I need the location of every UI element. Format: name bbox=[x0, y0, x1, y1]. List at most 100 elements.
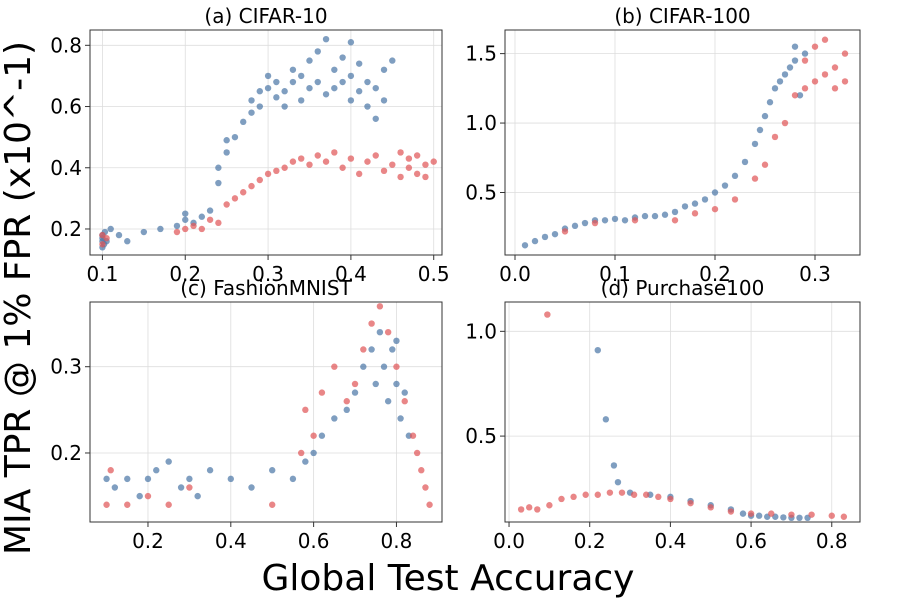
panel-1-red-point bbox=[240, 189, 247, 196]
panel-2-red-point bbox=[751, 175, 759, 182]
panel-2-red-point bbox=[671, 217, 679, 224]
global-y-label: MIA TPR @ 1% FPR (x10^-1) bbox=[0, 41, 39, 555]
panel-2-title: (b) CIFAR-100 bbox=[614, 4, 750, 28]
panel-4-x-tick-label: 0.8 bbox=[816, 529, 848, 553]
panel-2-red-point bbox=[781, 119, 789, 127]
panel-4-red-point bbox=[570, 493, 577, 501]
panel-1-red-point bbox=[314, 152, 321, 159]
panel-3-red-point bbox=[384, 328, 392, 336]
panel-4-blue-point bbox=[602, 416, 610, 423]
panel-1-y-tick-label: 0.4 bbox=[50, 156, 82, 180]
panel-3-blue-point bbox=[360, 363, 367, 370]
panel-3-blue-point bbox=[331, 415, 338, 422]
panel-2-blue-point bbox=[776, 78, 784, 85]
panel-1-blue-point bbox=[248, 97, 255, 104]
panel-3-red-point bbox=[401, 398, 408, 405]
panel-4-red-point bbox=[534, 506, 541, 513]
panel-2-x-tick-label: 0.0 bbox=[499, 262, 531, 286]
panel-2-red-point bbox=[731, 196, 739, 203]
panel-4-y-tick-label: 1.0 bbox=[465, 319, 497, 343]
panel-3-blue-point bbox=[103, 475, 110, 483]
panel-2-red-point bbox=[631, 217, 639, 224]
panel-1-red-point bbox=[198, 225, 206, 233]
panel-3: 0.2 0.4 0.6 0.8 0.2 0.3 (c) FashionMNIST bbox=[50, 276, 443, 553]
panel-2-x-tick-label: 0.1 bbox=[599, 262, 631, 286]
panel-1-x-tick-label: 0.3 bbox=[252, 262, 284, 286]
panel-3-blue-point bbox=[186, 475, 193, 483]
panel-3-blue-point bbox=[310, 449, 317, 457]
panel-2-red-point bbox=[821, 71, 829, 78]
panel-2-blue-point bbox=[691, 200, 699, 207]
panel-1-title: (a) CIFAR-10 bbox=[204, 4, 327, 28]
panel-4-red-point bbox=[727, 508, 735, 515]
panel-1-red-point bbox=[256, 176, 263, 184]
panel-2-red-point bbox=[831, 85, 839, 92]
panel-1-blue-point bbox=[206, 207, 214, 214]
panel-1-blue-point bbox=[314, 48, 321, 55]
panel-1-blue-point bbox=[364, 103, 371, 110]
panel-3-y-tick-label: 0.2 bbox=[50, 441, 82, 465]
panel-4-blue-point bbox=[610, 462, 618, 469]
panel-1-blue-point bbox=[182, 216, 189, 223]
panel-1-blue-point bbox=[223, 137, 230, 144]
panel-3-blue-point bbox=[397, 415, 404, 422]
panel-2-blue-point bbox=[761, 112, 769, 120]
panel-1-blue-point bbox=[124, 238, 131, 245]
panel-3-x-tick-label: 0.4 bbox=[215, 529, 247, 553]
panel-4-red-point bbox=[788, 511, 795, 518]
panel-2-blue-point bbox=[741, 158, 749, 166]
panel-1-blue-point bbox=[339, 78, 346, 86]
panel-1-red-point bbox=[380, 167, 388, 175]
panel-1-red-point bbox=[372, 152, 379, 159]
panel-1-red-point bbox=[355, 170, 363, 178]
panel-2-blue-point bbox=[581, 219, 589, 227]
panel-2-blue-point bbox=[671, 208, 679, 216]
panel-1-blue-point bbox=[372, 84, 379, 92]
panel-2-blue-point bbox=[651, 212, 659, 220]
panel-1-red-point bbox=[405, 164, 413, 171]
panel-3-red-point bbox=[426, 501, 433, 508]
panel-3-red-point bbox=[318, 389, 326, 396]
panel-2-red-point bbox=[801, 57, 809, 64]
panel-1-red-point bbox=[422, 161, 429, 168]
panel-3-x-tick-label: 0.2 bbox=[132, 529, 164, 553]
panel-1-red-point bbox=[206, 216, 214, 223]
panel-1-x-tick-label: 0.4 bbox=[335, 262, 367, 286]
panel-2-plot-area bbox=[505, 30, 860, 255]
panel-3-blue-point bbox=[227, 475, 234, 483]
panel-2-blue-point bbox=[621, 217, 629, 224]
panel-3-blue-point bbox=[153, 467, 160, 474]
panel-1-red-point bbox=[289, 158, 297, 165]
panel-4-blue-point bbox=[755, 512, 763, 519]
panel-1-red-point bbox=[99, 241, 106, 248]
panel-3-red-point bbox=[124, 501, 131, 508]
panel-1-blue-point bbox=[306, 84, 313, 92]
panel-2-blue-point bbox=[711, 189, 719, 196]
panel-1-blue-point bbox=[264, 84, 272, 92]
panel-1-red-point bbox=[182, 225, 189, 233]
panel-3-red-point bbox=[343, 398, 350, 405]
panel-3-blue-point bbox=[384, 398, 392, 405]
panel-4-red-point bbox=[642, 491, 650, 498]
panel-3-title: (c) FashionMNIST bbox=[180, 276, 352, 300]
panel-1-red-point bbox=[413, 170, 421, 178]
panel-3-blue-point bbox=[248, 484, 255, 491]
panel-1-blue-point bbox=[364, 78, 371, 86]
panel-2-frame bbox=[504, 29, 861, 256]
panel-4-red-point bbox=[558, 495, 565, 503]
panel-4-blue-point bbox=[796, 514, 803, 522]
panel-1-blue-point bbox=[347, 72, 355, 80]
panel-4-blue-point bbox=[739, 510, 747, 517]
panel-1-blue-point bbox=[248, 109, 255, 116]
panel-1-blue-point bbox=[339, 54, 346, 61]
panel-1-blue-point bbox=[264, 72, 272, 80]
panel-3-red-point bbox=[269, 501, 276, 508]
panel-1-blue-point bbox=[298, 97, 305, 104]
panel-4-red-point bbox=[687, 499, 694, 507]
panel-4-red-point bbox=[544, 311, 551, 318]
panel-1-red-point bbox=[322, 158, 330, 165]
panel-4-plot-area bbox=[505, 302, 860, 522]
panel-2-blue-point bbox=[801, 50, 809, 57]
